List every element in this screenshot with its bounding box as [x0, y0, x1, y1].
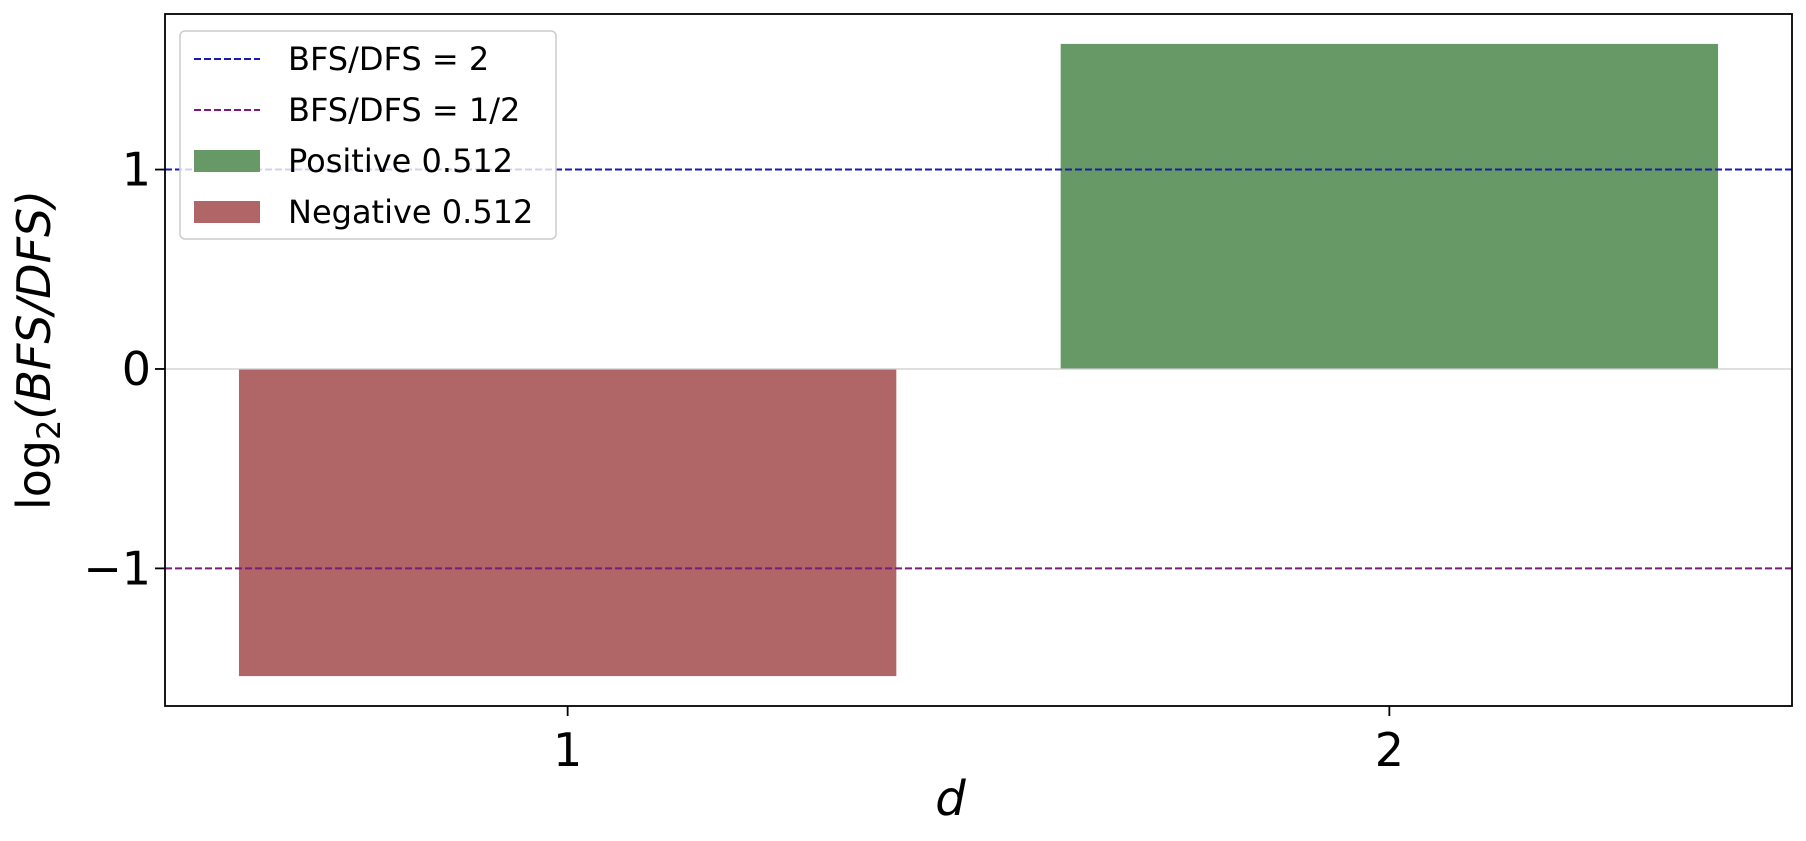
plot-frame [164, 13, 1793, 707]
legend: BFS/DFS = 2 BFS/DFS = 1/2 Positive 0.512 Ne… [179, 30, 557, 240]
y-tick-label: 0 [122, 342, 151, 396]
y-axis-label: log2(BFS/DFS) [7, 190, 68, 510]
legend-patch-swatch [194, 150, 260, 172]
plot-area [165, 43, 1792, 677]
legend-label: Positive 0.512 [288, 142, 513, 180]
y-axis-label-log: log [7, 440, 61, 510]
legend-label: BFS/DFS = 1/2 [288, 91, 520, 129]
legend-patch-swatch [194, 201, 260, 223]
legend-label: BFS/DFS = 2 [288, 40, 489, 78]
y-tick-label: 1 [122, 143, 151, 197]
legend-label: Negative 0.512 [288, 193, 533, 231]
y-axis-label-subscript: 2 [30, 420, 68, 440]
legend-box [179, 30, 557, 240]
x-tick-label: 2 [1375, 723, 1404, 777]
y-axis-label-expr: (BFS/DFS) [7, 190, 61, 420]
bar-negative [238, 368, 897, 677]
x-axis-label: d [935, 771, 966, 827]
y-tick-label: −1 [83, 541, 151, 595]
bar-positive [1060, 43, 1719, 369]
x-tick-label: 1 [553, 723, 582, 777]
